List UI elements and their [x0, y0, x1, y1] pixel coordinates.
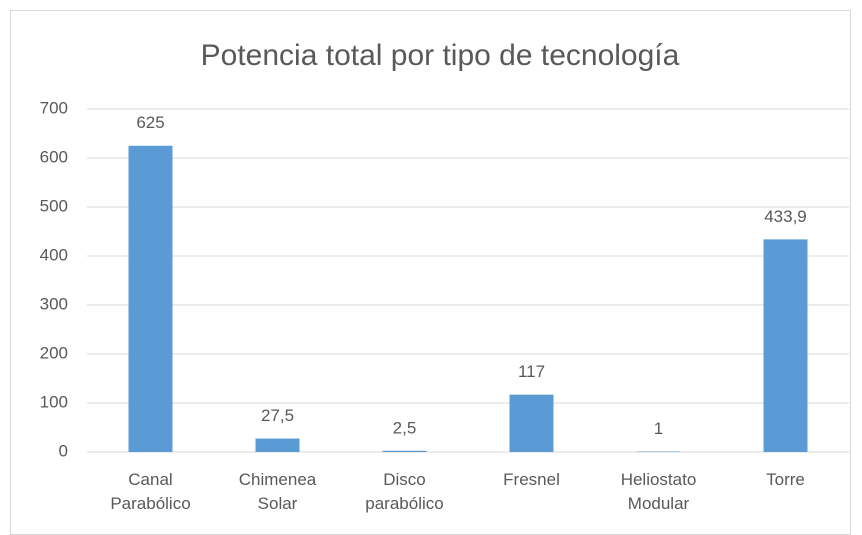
x-tick-label: Canal Parabólico	[110, 470, 191, 513]
bar	[128, 145, 173, 452]
y-tick-label: 600	[40, 147, 68, 166]
data-label: 1	[654, 419, 663, 438]
bar	[509, 394, 554, 452]
data-label: 625	[136, 113, 164, 132]
x-tick-label: Fresnel	[503, 470, 560, 489]
bar	[382, 450, 427, 452]
chart-title: Potencia total por tipo de tecnología	[201, 39, 680, 72]
bar	[255, 438, 300, 452]
data-label: 27,5	[261, 406, 294, 425]
y-tick-label: 300	[40, 294, 68, 313]
data-label: 117	[518, 362, 545, 381]
data-label: 2,5	[393, 418, 417, 437]
y-tick-label: 200	[40, 343, 68, 362]
y-tick-label: 400	[40, 245, 68, 264]
bar	[763, 239, 808, 452]
y-tick-label: 100	[40, 392, 68, 411]
x-tick-label: Torre	[766, 470, 805, 489]
x-tick-label: Disco parabólico	[365, 470, 444, 513]
y-tick-label: 700	[40, 98, 68, 117]
y-tick-label: 0	[59, 441, 68, 460]
x-tick-label: Chimenea Solar	[238, 470, 317, 513]
x-tick-label: Heliostato Modular	[620, 470, 697, 513]
data-label: 433,9	[764, 207, 807, 226]
y-tick-label: 500	[40, 196, 68, 215]
